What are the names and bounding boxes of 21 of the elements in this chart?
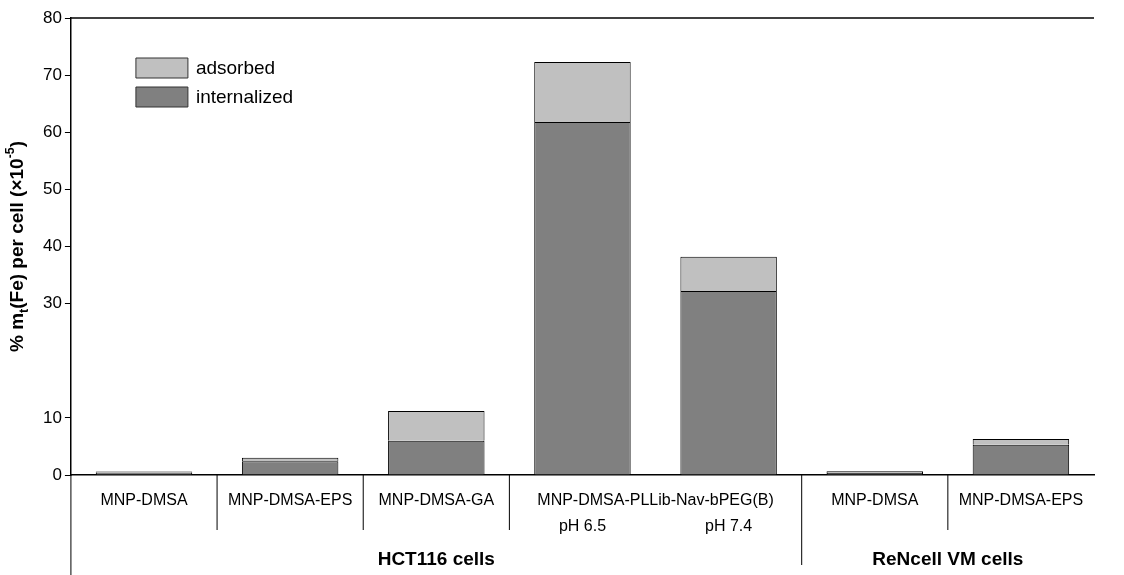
x-tick-label: MNP-DMSA-EPS xyxy=(958,491,1084,509)
y-tick-label: 70 xyxy=(42,64,62,84)
x-tick-label: MNP-DMSA-EPS xyxy=(227,491,353,509)
y-tick-label: 10 xyxy=(42,407,62,427)
x-tick-label: MNP-DMSA-GA xyxy=(378,491,495,509)
text: HCT116 cells xyxy=(377,548,495,570)
y-tick-label: 40 xyxy=(42,236,62,256)
text: pH 7.4 xyxy=(705,517,753,535)
y-tick-label: 60 xyxy=(42,121,62,141)
y-tick-label: 50 xyxy=(42,179,62,199)
y-tick-label: 80 xyxy=(42,7,62,27)
x-tick-label: MNP-DMSA xyxy=(831,491,919,509)
legend-label: internalized xyxy=(195,86,294,108)
text: ReNcell VM cells xyxy=(872,548,1024,570)
x-tick-label: MNP-DMSA xyxy=(100,491,188,509)
x-tick-label: MNP-DMSA-PLLib-Nav-bPEG(B) xyxy=(537,491,774,509)
y-tick-label: 0 xyxy=(52,464,62,484)
text: pH 6.5 xyxy=(558,517,607,535)
y-tick-label: 30 xyxy=(42,293,62,313)
legend-label: adsorbed xyxy=(195,57,276,79)
y-axis-title: % mt(Fe) per cell (×10-5) xyxy=(2,141,32,352)
